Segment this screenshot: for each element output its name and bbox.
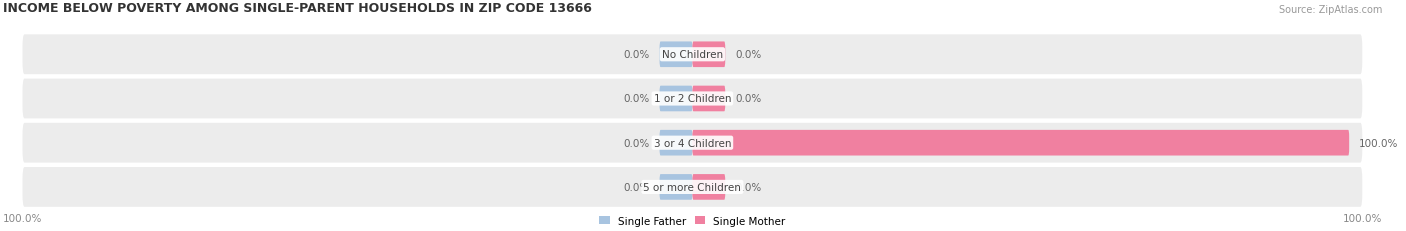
FancyBboxPatch shape [659, 86, 692, 112]
FancyBboxPatch shape [22, 123, 1362, 163]
Text: 3 or 4 Children: 3 or 4 Children [654, 138, 731, 148]
FancyBboxPatch shape [692, 42, 725, 68]
Text: 5 or more Children: 5 or more Children [644, 182, 741, 192]
FancyBboxPatch shape [659, 130, 692, 156]
Legend: Single Father, Single Mother: Single Father, Single Mother [595, 211, 790, 230]
FancyBboxPatch shape [692, 86, 725, 112]
Text: 0.0%: 0.0% [623, 182, 650, 192]
Text: 1 or 2 Children: 1 or 2 Children [654, 94, 731, 104]
Text: 0.0%: 0.0% [623, 50, 650, 60]
Text: 0.0%: 0.0% [623, 138, 650, 148]
FancyBboxPatch shape [659, 174, 692, 200]
Text: 100.0%: 100.0% [1343, 213, 1382, 223]
FancyBboxPatch shape [22, 167, 1362, 207]
FancyBboxPatch shape [692, 174, 725, 200]
FancyBboxPatch shape [22, 35, 1362, 75]
Text: 0.0%: 0.0% [735, 94, 761, 104]
FancyBboxPatch shape [692, 130, 1350, 156]
Text: 100.0%: 100.0% [3, 213, 42, 223]
Text: Source: ZipAtlas.com: Source: ZipAtlas.com [1278, 6, 1382, 15]
Text: INCOME BELOW POVERTY AMONG SINGLE-PARENT HOUSEHOLDS IN ZIP CODE 13666: INCOME BELOW POVERTY AMONG SINGLE-PARENT… [3, 3, 592, 15]
Text: 0.0%: 0.0% [735, 50, 761, 60]
Text: 0.0%: 0.0% [623, 94, 650, 104]
FancyBboxPatch shape [659, 42, 692, 68]
Text: 100.0%: 100.0% [1360, 138, 1399, 148]
FancyBboxPatch shape [22, 79, 1362, 119]
Text: 0.0%: 0.0% [735, 182, 761, 192]
Text: No Children: No Children [662, 50, 723, 60]
